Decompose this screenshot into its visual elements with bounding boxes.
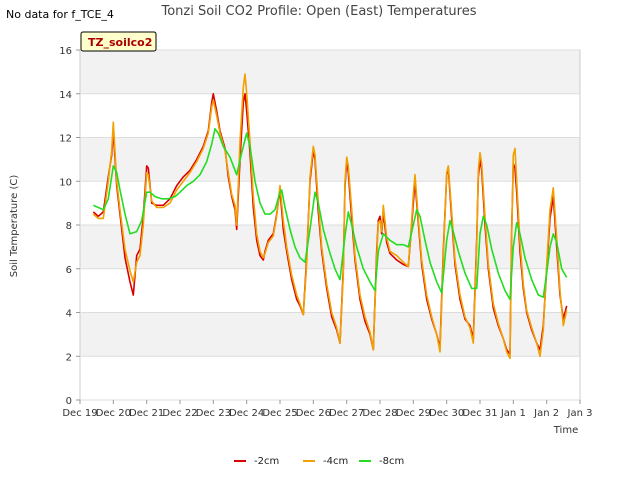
y-axis-label: Soil Temperature (C) — [9, 175, 20, 278]
legend: -2cm -4cm -8cm — [234, 456, 404, 467]
band-3 — [80, 225, 580, 269]
legend-2cm-label: -2cm — [254, 456, 279, 467]
x-tick-label: Dec 28 — [362, 408, 397, 419]
x-tick-label: Dec 26 — [296, 408, 331, 419]
y-axis-ticks: 0 2 4 6 8 10 12 14 16 — [59, 46, 80, 407]
series-lines — [92, 73, 568, 360]
x-tick-label: Dec 30 — [429, 408, 464, 419]
x-tick-label: Dec 24 — [229, 408, 264, 419]
band-5 — [80, 137, 580, 182]
y-tick-label: 2 — [66, 352, 72, 363]
site-badge-label: TZ_soilco2 — [88, 36, 152, 49]
x-tick-label: Dec 29 — [396, 408, 431, 419]
series-line-4cm — [92, 73, 568, 360]
x-tick-label: Jan 2 — [533, 408, 559, 419]
y-tick-label: 6 — [66, 265, 72, 276]
site-badge: TZ_soilco2 — [80, 31, 157, 52]
y-tick-label: 16 — [59, 46, 72, 57]
y-tick-label: 8 — [66, 221, 72, 232]
legend-4cm-label: -4cm — [323, 456, 348, 467]
chart-title: Tonzi Soil CO2 Profile: Open (East) Temp… — [160, 4, 476, 19]
x-tick-label: Dec 22 — [162, 408, 197, 419]
y-tick-label: 0 — [66, 396, 72, 407]
series-line-8cm — [92, 128, 568, 301]
x-tick-label: Dec 19 — [62, 408, 97, 419]
legend-8cm-label: -8cm — [379, 456, 404, 467]
x-tick-label: Dec 20 — [96, 408, 131, 419]
x-tick-label: Dec 23 — [196, 408, 231, 419]
x-tick-label: Dec 25 — [262, 408, 297, 419]
grid-lines — [80, 49, 580, 401]
y-tick-label: 10 — [59, 177, 72, 188]
y-tick-label: 4 — [66, 309, 72, 320]
band-1 — [80, 312, 580, 357]
x-tick-label: Dec 27 — [329, 408, 364, 419]
x-tick-label: Dec 21 — [129, 408, 164, 419]
x-tick-label: Dec 31 — [462, 408, 497, 419]
x-axis-label: Time — [553, 425, 578, 436]
x-tick-label: Jan 1 — [500, 408, 526, 419]
x-tick-label: Jan 3 — [567, 408, 593, 419]
y-tick-label: 12 — [59, 134, 72, 145]
site-badge-box — [80, 31, 157, 52]
band-7 — [80, 50, 580, 94]
no-data-notice: No data for f_TCE_4 — [6, 8, 114, 21]
y-tick-label: 14 — [59, 90, 72, 101]
